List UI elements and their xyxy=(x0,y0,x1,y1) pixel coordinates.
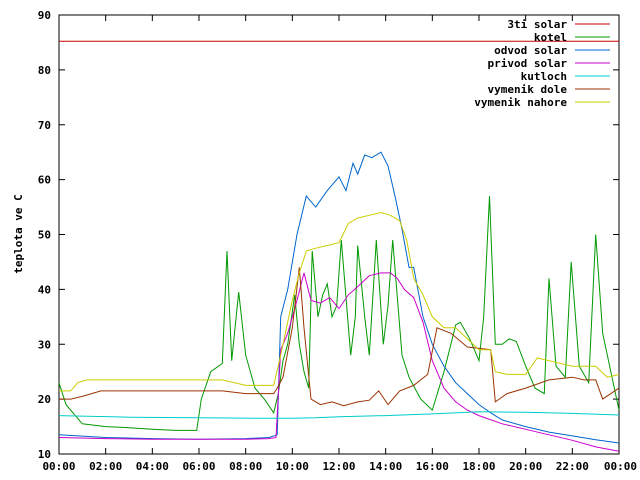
x-tick-label: 06:00 xyxy=(182,460,215,473)
x-tick-label: 18:00 xyxy=(462,460,495,473)
series-line-kutloch xyxy=(58,411,620,419)
series-line-vymenik-nahore xyxy=(59,211,620,392)
series-line-kotel xyxy=(58,196,620,431)
x-tick-label: 02:00 xyxy=(89,460,122,473)
series-line-vymenik-dole xyxy=(59,267,620,407)
x-tick-label: 04:00 xyxy=(136,460,169,473)
x-tick-label: 14:00 xyxy=(369,460,402,473)
x-tick-label: 22:00 xyxy=(556,460,589,473)
legend-label: vymenik dole xyxy=(488,83,568,96)
y-tick-label: 60 xyxy=(38,174,51,187)
series-line-odvod-solar xyxy=(58,151,620,444)
y-tick-label: 30 xyxy=(38,338,51,351)
x-tick-label: 20:00 xyxy=(509,460,542,473)
x-tick-label: 00:00 xyxy=(42,460,75,473)
x-tick-label: 12:00 xyxy=(322,460,355,473)
legend-label: 3ti solar xyxy=(507,18,567,31)
legend-label: odvod solar xyxy=(494,44,567,57)
y-tick-label: 40 xyxy=(38,283,51,296)
x-tick-label: 10:00 xyxy=(276,460,309,473)
x-tick-label: 16:00 xyxy=(416,460,449,473)
y-tick-label: 90 xyxy=(38,9,51,22)
legend-label: vymenik nahore xyxy=(474,96,567,109)
x-tick-label: 08:00 xyxy=(229,460,262,473)
y-axis-ticks: 10 20 30 40 50 60 70 80 90 xyxy=(38,9,619,461)
legend-label: kutloch xyxy=(521,70,567,83)
y-tick-label: 50 xyxy=(38,229,51,242)
y-tick-label: 70 xyxy=(38,119,51,132)
series-lines xyxy=(58,40,620,452)
legend-label: kotel xyxy=(534,31,567,44)
y-axis-title: teplota ve C xyxy=(12,194,25,273)
x-axis-ticks: 00:00 02:00 04:00 06:00 08:00 10:00 12:00 14:00… xyxy=(42,15,637,473)
legend-label: privod solar xyxy=(488,57,568,70)
y-tick-label: 10 xyxy=(38,448,51,461)
series-line-privod-solar xyxy=(58,272,620,452)
x-tick-label: 00:00 xyxy=(604,460,637,473)
y-tick-label: 80 xyxy=(38,64,51,77)
y-tick-label: 20 xyxy=(38,393,51,406)
